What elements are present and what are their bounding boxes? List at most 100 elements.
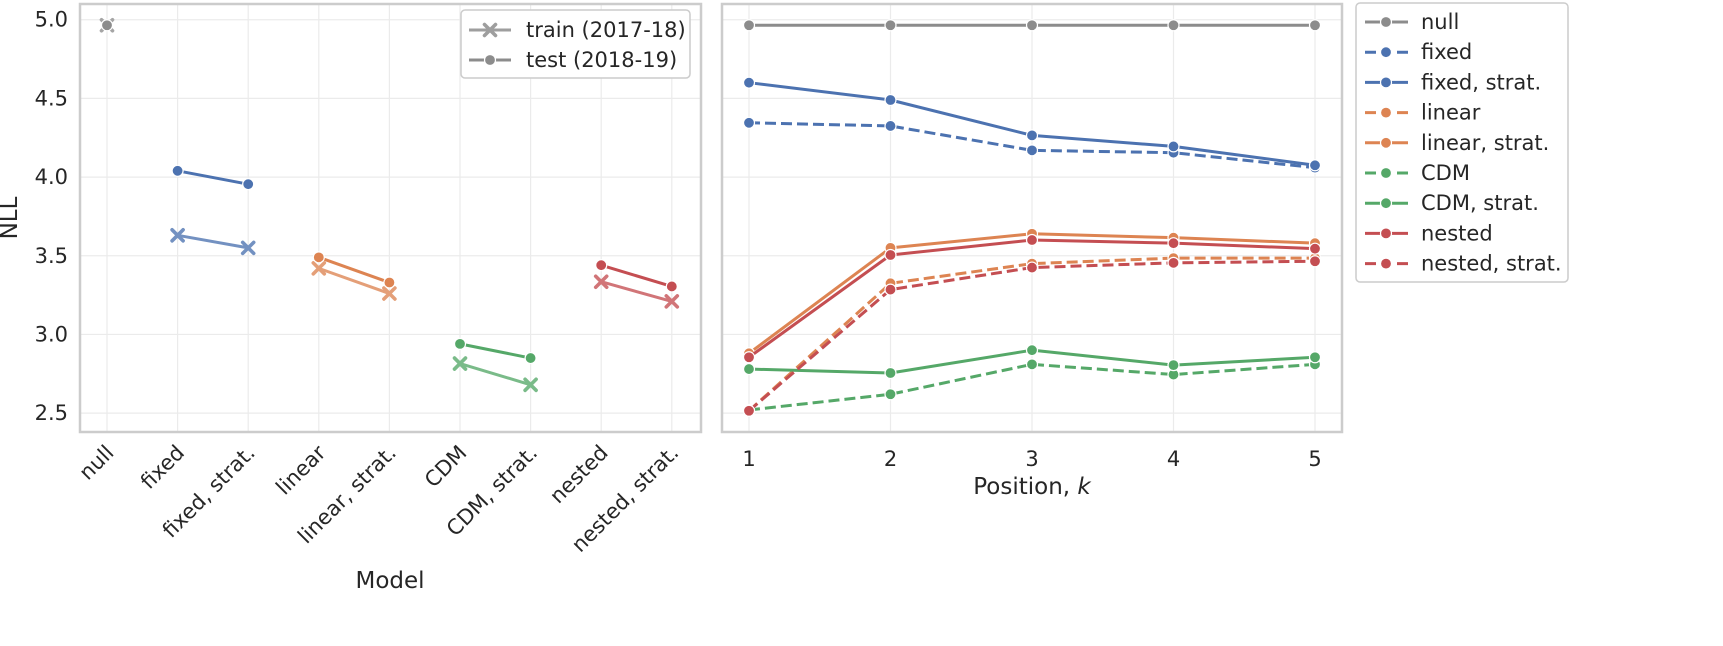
right-x-tick-label: 2 — [884, 447, 897, 471]
point-null — [1167, 19, 1180, 32]
left-legend: train (2017-18) test (2018-19) — [460, 9, 691, 79]
legend-marker-linear-strat — [1379, 136, 1393, 149]
right-legend: null fixed fixed, strat. linear linear, stra… — [1355, 2, 1569, 283]
legend-marker-nested-strat — [1379, 257, 1393, 270]
legend-label-cdm-strat: CDM, strat. — [1421, 191, 1539, 215]
test-point-nested — [665, 280, 678, 293]
right-legend-box — [1355, 2, 1569, 283]
legend-marker-cdm-strat — [1379, 197, 1393, 210]
left-series-fixed — [170, 164, 256, 256]
point-cdm — [884, 388, 897, 401]
legend-label-cdm: CDM — [1421, 161, 1470, 185]
x-axis-label-k: k — [1077, 474, 1092, 500]
point-nested — [884, 248, 897, 262]
point-fixed-strat — [884, 93, 897, 107]
test-point-linear — [312, 251, 325, 264]
right-panel: 1 2 3 4 5 Position, k — [720, 2, 1344, 500]
legend-entry-nested: nested — [1365, 221, 1493, 245]
legend-label-fixed-strat: fixed, strat. — [1421, 70, 1541, 94]
left-y-tick-label: 5.0 — [35, 8, 68, 32]
line-linear — [747, 256, 1315, 412]
legend-entry-fixed: fixed — [1365, 40, 1472, 64]
point-nested — [1308, 242, 1322, 255]
point-fixed-strat — [1167, 140, 1180, 153]
point-nested — [1167, 237, 1180, 250]
test-line-nested — [599, 263, 674, 288]
point-cdm-strat — [884, 366, 897, 380]
point-nested-strat — [1167, 256, 1180, 269]
legend-marker-test-2018-19 — [483, 53, 497, 67]
point-nested-strat — [1308, 255, 1322, 268]
legend-label-linear-strat: linear, strat. — [1421, 131, 1549, 155]
line-fixed — [748, 121, 1316, 170]
left-y-tick-label: 4.0 — [35, 165, 68, 189]
left-y-tick-label: 4.5 — [35, 86, 68, 110]
legend-label-null: null — [1421, 10, 1459, 34]
test-point-cdm — [524, 351, 537, 365]
legend-label-fixed: fixed — [1421, 40, 1472, 64]
train-point-fixed — [240, 240, 256, 256]
left-series-linear — [311, 251, 397, 301]
point-cdm-strat — [1308, 351, 1322, 364]
right-x-tick-label: 3 — [1025, 447, 1038, 471]
legend-marker-cdm — [1379, 166, 1393, 180]
test-point-nested — [595, 259, 608, 272]
point-fixed-strat — [1308, 159, 1322, 172]
legend-marker-nested — [1379, 227, 1393, 240]
legend-marker-train-2017-18 — [482, 22, 498, 38]
legend-marker-null — [1379, 15, 1393, 29]
train-line-linear — [317, 266, 391, 296]
point-nested — [742, 351, 756, 364]
left-series-cdm — [452, 337, 538, 393]
legend-entry-nested-strat: nested, strat. — [1365, 252, 1562, 276]
legend-entry-cdm-strat: CDM, strat. — [1365, 191, 1539, 215]
right-series-nested-strat — [742, 255, 1322, 417]
legend-label-nested-strat: nested, strat. — [1421, 252, 1562, 276]
test-line-cdm — [458, 342, 533, 360]
legend-label-train-2017-18: train (2017-18) — [526, 18, 686, 42]
test-line-linear — [317, 255, 391, 285]
train-point-fixed — [170, 228, 185, 243]
right-x-tick-label: 4 — [1167, 447, 1180, 471]
right-series-null — [742, 19, 1322, 32]
point-null — [1025, 19, 1039, 32]
train-point-nested — [664, 294, 680, 309]
legend-label-nested: nested — [1421, 221, 1493, 245]
point-nested — [1025, 233, 1039, 247]
left-plot-frame — [78, 2, 703, 434]
point-fixed-strat — [742, 76, 756, 89]
right-series-fixed-strat — [742, 76, 1322, 172]
point-fixed — [1025, 144, 1039, 157]
point-fixed — [742, 116, 756, 129]
point-nested-strat — [742, 404, 756, 417]
right-series-cdm-strat — [742, 344, 1322, 380]
train-point-linear — [382, 286, 397, 301]
train-point-linear — [311, 261, 327, 276]
legend-entry-linear-strat: linear, strat. — [1365, 131, 1549, 155]
train-line-cdm — [458, 362, 533, 387]
point-cdm — [1025, 358, 1039, 371]
x-axis-label-position: Position, k — [973, 474, 1092, 500]
test-point-linear — [383, 276, 396, 289]
x-tick-label-nested: nested — [545, 441, 613, 509]
legend-marker-fixed-strat — [1379, 76, 1393, 89]
point-null — [884, 19, 897, 32]
train-line-nested — [599, 280, 674, 303]
x-tick-label-null: null — [74, 441, 118, 485]
point-cdm-strat — [1167, 359, 1180, 372]
x-tick-label-cdm: CDM — [420, 441, 472, 493]
right-x-tick-label: 1 — [742, 447, 755, 471]
test-point-fixed — [242, 178, 255, 191]
test-point-fixed — [171, 164, 184, 177]
test-point-cdm — [453, 337, 467, 350]
train-point-cdm — [452, 356, 468, 371]
legend-label-linear: linear — [1421, 101, 1481, 125]
left-y-tick-label: 3.5 — [35, 244, 68, 268]
legend-entry-train-2017-18: train (2017-18) — [469, 18, 686, 42]
legend-entry-null: null — [1365, 10, 1459, 34]
right-x-tick-label: 5 — [1308, 447, 1321, 471]
test-point-null — [100, 19, 114, 32]
left-y-tick-label: 2.5 — [35, 401, 68, 425]
point-cdm-strat — [1025, 344, 1039, 357]
